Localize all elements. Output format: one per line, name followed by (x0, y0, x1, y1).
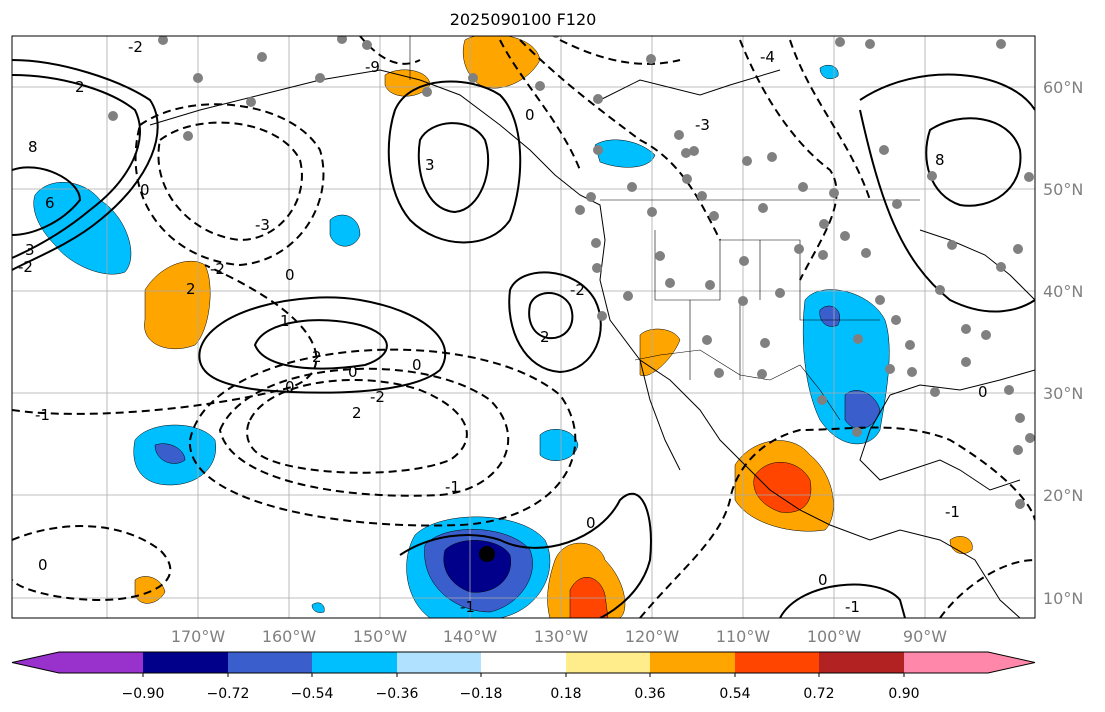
contour-label: 2 (186, 280, 196, 298)
colorbar-tick-labels: −0.90 −0.72 −0.54 −0.36 −0.18 0.18 0.36 … (122, 686, 920, 702)
lon-label: 100°W (807, 627, 862, 646)
map-title: 2025090100 F120 (449, 10, 597, 29)
station-dots (108, 36, 1035, 509)
coastlines (149, 69, 1035, 618)
contour-label: 1 (280, 312, 290, 330)
contour-label: -1 (460, 598, 475, 616)
colorbar-tick-label: −0.18 (460, 686, 503, 702)
contour-label: 0 (285, 266, 295, 284)
lat-label: 60°N (1043, 78, 1083, 97)
contour-label: 0 (285, 378, 295, 396)
colorbar-tick-label: 0.54 (719, 686, 750, 702)
contour-label: 8 (28, 138, 38, 156)
colorbar-tick-label: 0.90 (888, 686, 919, 702)
contour-label: 3 (425, 156, 435, 174)
lon-label: 90°W (903, 627, 947, 646)
colorbar-segment (735, 652, 819, 673)
shaded-anomalies (33, 36, 973, 618)
contour-label: 2 (352, 404, 362, 422)
contour-label: 8 (935, 151, 945, 169)
contour-label: -9 (365, 58, 380, 76)
contour-label: -1 (945, 503, 960, 521)
contour-label: -1 (35, 406, 50, 424)
contour-label: 0 (978, 383, 988, 401)
colorbar-segment (819, 652, 904, 673)
colorbar-tick-label: −0.90 (122, 686, 165, 702)
lon-label: 110°W (716, 627, 771, 646)
contour-label: -1 (445, 478, 460, 496)
latitude-labels: 60°N 50°N 40°N 30°N 20°N 10°N (1043, 78, 1083, 608)
contour-label: 2 (312, 348, 322, 366)
contour-label: 0 (348, 363, 358, 381)
lon-label: 160°W (262, 627, 317, 646)
contour-label: 2 (540, 328, 550, 346)
colorbar-segment (143, 652, 228, 673)
colorbar-tick-label: 0.18 (550, 686, 581, 702)
colorbar-segment (566, 652, 650, 673)
lon-label: 140°W (443, 627, 498, 646)
colorbar-tick-label: −0.72 (207, 686, 250, 702)
contour-label: 0 (586, 514, 596, 532)
lon-label: 130°W (534, 627, 589, 646)
colorbar-tick-label: 0.72 (803, 686, 834, 702)
contour-label: 0 (525, 106, 535, 124)
contour-label: -1 (845, 598, 860, 616)
colorbar-tick-label: −0.36 (376, 686, 419, 702)
contour-label: -2 (128, 38, 143, 56)
contour-label: -2 (210, 260, 225, 278)
lon-label: 120°W (625, 627, 680, 646)
lat-label: 50°N (1043, 180, 1083, 199)
lat-label: 20°N (1043, 486, 1083, 505)
map-area: 2 -2 8 6 3 0 -2 -3 2 -2 0 1 2 0 -2 2 -1 … (12, 36, 1035, 618)
contours-dashed (12, 36, 1035, 618)
contour-label: -3 (255, 216, 270, 234)
longitude-labels: 170°W 160°W 150°W 140°W 130°W 120°W 110°… (171, 627, 947, 646)
colorbar-outline (11, 651, 1036, 674)
contour-label: 0 (818, 571, 828, 589)
gridlines (12, 36, 1035, 618)
colorbar-segment (650, 652, 735, 673)
contour-label: -4 (760, 48, 775, 66)
contour-label: 2 (75, 78, 85, 96)
lat-label: 10°N (1043, 589, 1083, 608)
colorbar-tick-label: 0.36 (634, 686, 665, 702)
lon-label: 150°W (353, 627, 408, 646)
contour-labels: 2 -2 8 6 3 0 -2 -3 2 -2 0 1 2 0 -2 2 -1 … (18, 38, 988, 616)
contour-label: 0 (38, 556, 48, 574)
contour-label: 0 (140, 181, 150, 199)
contour-label: 0 (412, 356, 422, 374)
contour-label: -3 (695, 116, 710, 134)
contour-label: -2 (18, 258, 33, 276)
contour-label: -2 (370, 388, 385, 406)
colorbar (11, 651, 1036, 677)
colorbar-segment (397, 652, 481, 673)
lon-label: 170°W (171, 627, 226, 646)
map-frame (11, 35, 1036, 619)
colorbar-segment (312, 652, 397, 673)
lat-label: 30°N (1043, 384, 1083, 403)
colorbar-segment-extend-low (12, 652, 143, 673)
station-dot-highlight (479, 546, 495, 562)
contour-label: 6 (45, 194, 55, 212)
colorbar-segment (481, 652, 566, 673)
contour-label: -2 (570, 281, 585, 299)
colorbar-tick-label: −0.54 (291, 686, 334, 702)
contour-label: 3 (25, 241, 35, 259)
colorbar-segment-extend-high (904, 652, 1035, 673)
lat-label: 40°N (1043, 282, 1083, 301)
colorbar-segment (228, 652, 312, 673)
